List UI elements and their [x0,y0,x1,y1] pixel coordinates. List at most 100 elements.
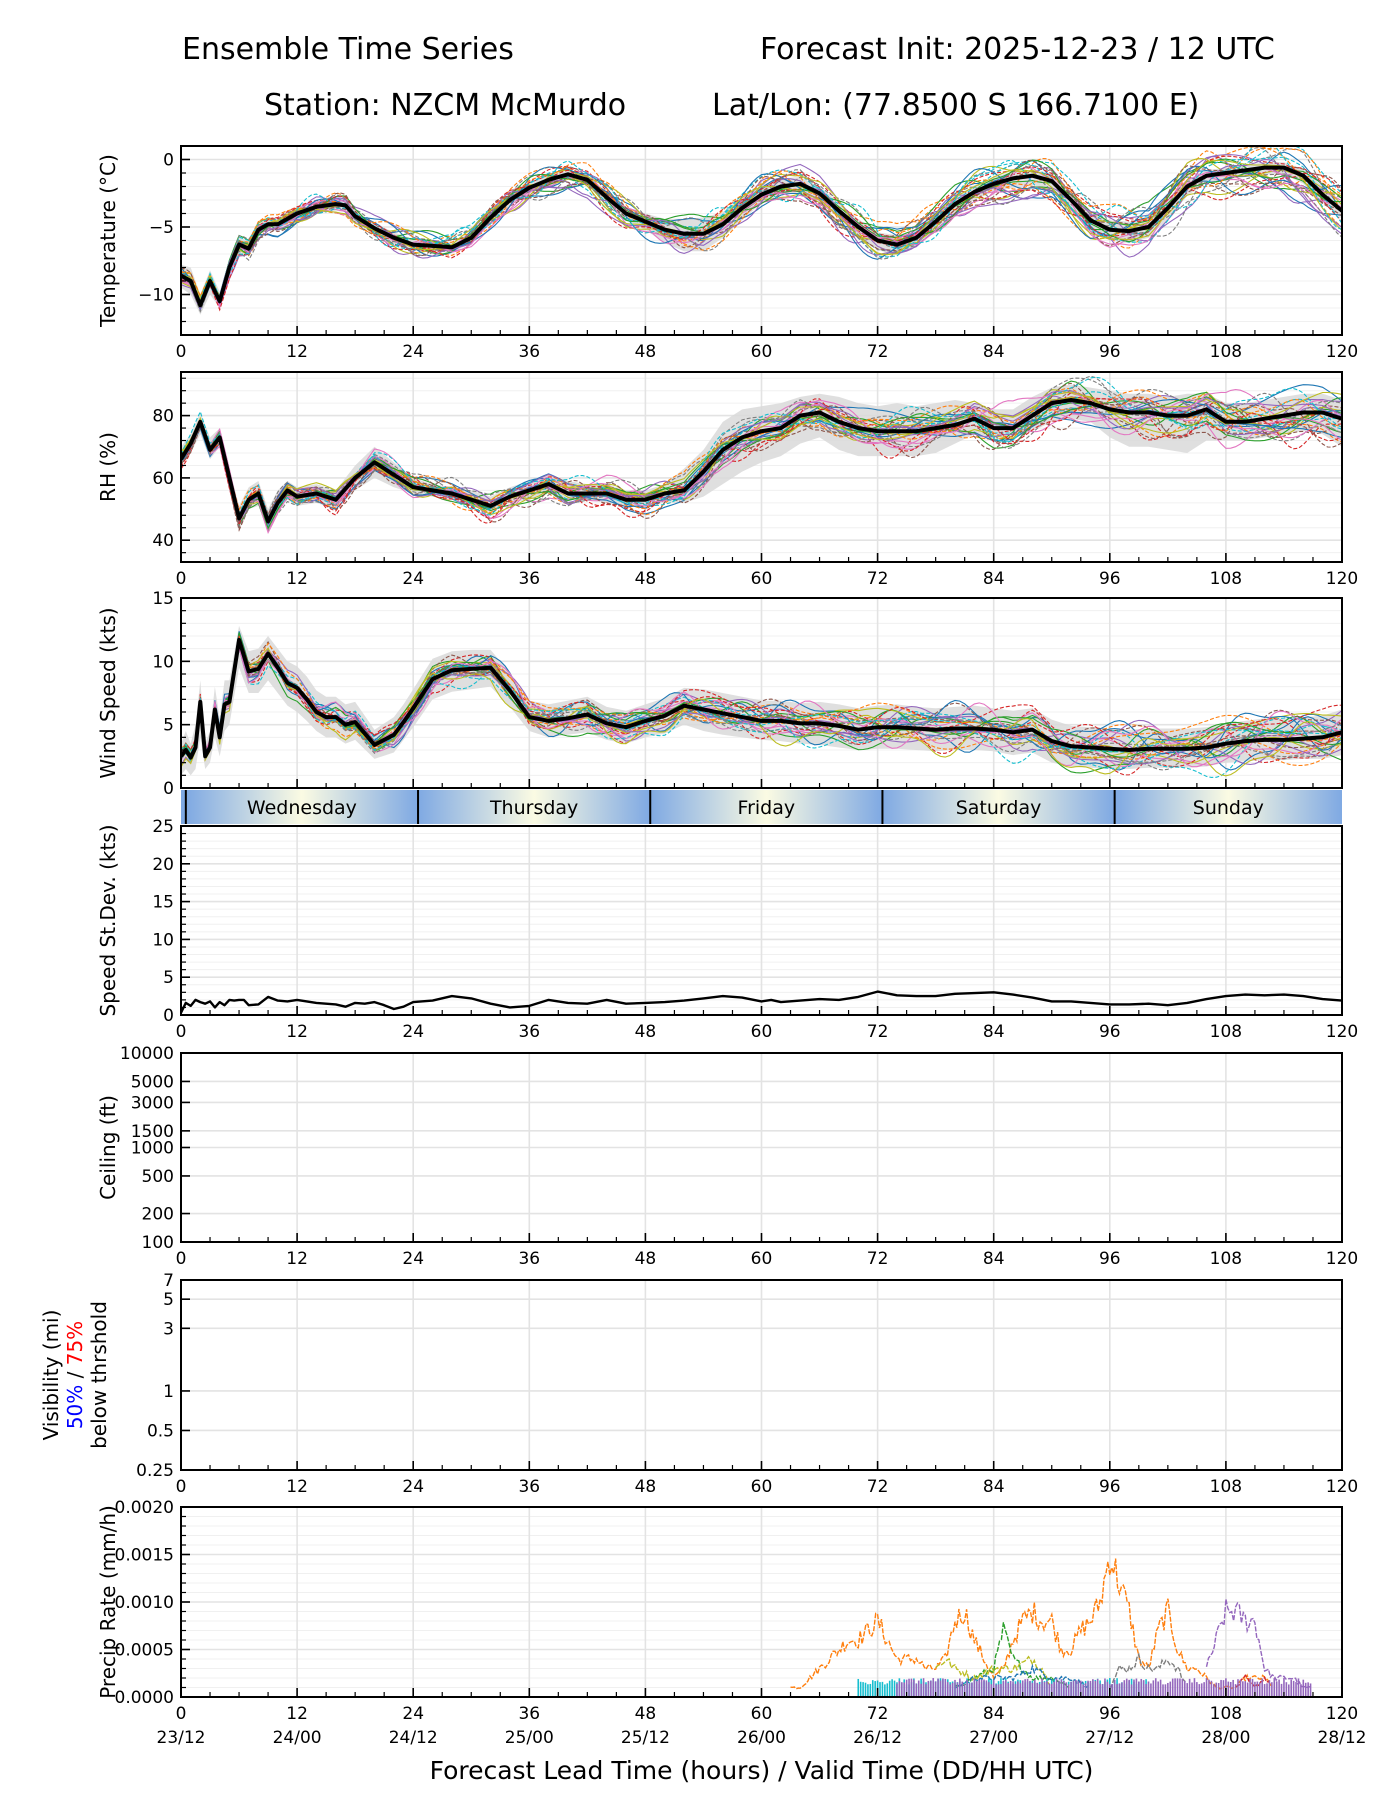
speed_stdev-line [181,990,1342,1014]
day-label-wednesday: Wednesday [247,797,357,819]
x-tick-label: 0 [176,569,187,589]
x-tick-label: 96 [1099,1249,1121,1269]
x-tick-label: 120 [1326,1249,1358,1269]
title-left: Ensemble Time Series [182,32,514,67]
y-axis-title: Precip Rate (mm/h) [96,1505,120,1699]
axes-frame [180,1052,1343,1243]
threshold-legend: 50% / 75% [63,1321,87,1429]
y-tick-label: 5 [163,1290,174,1310]
legend-separator: / [63,1365,87,1384]
x-tick-label: 12 [286,1249,308,1269]
x-tick-label: 108 [1210,1249,1242,1269]
y-tick-label: 0.25 [136,1461,174,1481]
precip-member-line [935,1655,1051,1686]
x-tick-label: 72 [867,1704,889,1724]
y-tick-label: 15 [152,893,174,913]
x-tick-label: 12 [286,1704,308,1724]
ensemble-member-line [181,165,1342,311]
y-tick-label: 10000 [120,1044,174,1064]
ensemble-member-line [181,645,1342,778]
axes-frame [180,825,1343,1016]
x-tick-label: 12 [286,342,308,362]
valid-time-label: 24/00 [273,1728,322,1748]
day-label-sunday: Sunday [1193,797,1264,819]
y-tick-label: 1000 [131,1139,174,1159]
x-tick-label: 0 [176,1704,187,1724]
ensemble-mean-line [181,637,1342,760]
ensemble-member-line [181,637,1342,760]
axes-frame [180,1279,1343,1471]
axes-frame [180,145,1343,336]
x-tick-label: 48 [635,569,657,589]
ensemble-member-line [181,396,1342,532]
y-tick-label: 0.5 [147,1421,174,1441]
x-tick-label: 48 [635,1249,657,1269]
x-tick-label: 48 [635,1704,657,1724]
x-tick-label: 72 [867,342,889,362]
y-tick-label: 7 [163,1271,174,1291]
title-right: Forecast Init: 2025-12-23 / 12 UTC [760,32,1275,67]
x-tick-label: 120 [1326,1022,1358,1042]
x-tick-label: 48 [635,1022,657,1042]
day-label-thursday: Thursday [489,797,578,819]
valid-time-label: 23/12 [157,1728,206,1748]
x-tick-label: 96 [1099,569,1121,589]
y-tick-label: 80 [152,407,174,427]
precip-member-line [954,1663,1089,1689]
day-segment-saturday [882,790,1115,824]
panel-temperature: −10 −5 0 0 12 24 36 48 60 72 84 96 108 120 Temperature… [96,145,1358,362]
y-tick-label: 40 [152,531,174,551]
x-tick-label: 84 [983,569,1005,589]
x-tick-label: 24 [402,1022,424,1042]
y-tick-label: 3 [163,1319,174,1339]
valid-time-label: 26/00 [737,1728,786,1748]
valid-time-label: 27/00 [969,1728,1018,1748]
x-tick-label: 48 [635,1477,657,1497]
precip-member-line [1205,1599,1312,1689]
day-label-friday: Friday [738,797,796,819]
y-tick-label: 1500 [131,1122,174,1142]
x-tick-label: 24 [402,342,424,362]
x-tick-label: 96 [1099,1477,1121,1497]
day-label-saturday: Saturday [956,797,1042,819]
latlon-title: Lat/Lon: (77.8500 S 166.7100 E) [712,88,1200,123]
valid-time-label: 25/00 [505,1728,554,1748]
panel-wind_speed: 0 5 10 15 Wind Speed (kts) [96,589,1343,799]
x-tick-label: 24 [402,1249,424,1269]
y-tick-label: 10 [152,930,174,950]
y-tick-label: 5000 [131,1072,174,1092]
x-tick-label: 108 [1210,1704,1242,1724]
x-tick-label: 96 [1099,1704,1121,1724]
valid-time-label: 24/12 [389,1728,438,1748]
x-tick-label: 36 [518,1022,540,1042]
y-tick-label: 0 [163,151,174,171]
x-tick-label: 60 [751,1477,773,1497]
spread-band [181,625,1342,776]
ensemble-member-line [181,159,1342,302]
ensemble-member-line [181,148,1342,305]
y-tick-label: −5 [149,218,174,238]
y-tick-label: −10 [138,286,174,306]
y-tick-label: 0.0010 [115,1593,174,1613]
x-tick-label: 36 [518,569,540,589]
y-axis-title: Visibility (mi) [39,1310,63,1441]
x-tick-label: 60 [751,569,773,589]
precip-member-line [790,1558,1273,1690]
y-tick-label: 1 [163,1382,174,1402]
ensemble-member-line [181,392,1342,527]
valid-time-label: 26/12 [853,1728,902,1748]
ensemble-member-line [181,643,1342,767]
x-tick-label: 24 [402,1704,424,1724]
day-segment-wednesday [185,790,419,824]
legend-50pct: 50% [63,1385,87,1429]
y-tick-label: 5 [163,716,174,736]
x-tick-label: 0 [176,1477,187,1497]
x-tick-label: 0 [176,1022,187,1042]
x-tick-label: 0 [176,342,187,362]
panel-rh: 40 60 80 0 12 24 36 48 60 72 84 96 108 120 RH (%) [96,371,1358,589]
x-tick-label: 12 [286,569,308,589]
x-tick-label: 36 [518,1704,540,1724]
axes-frame [180,371,1343,563]
